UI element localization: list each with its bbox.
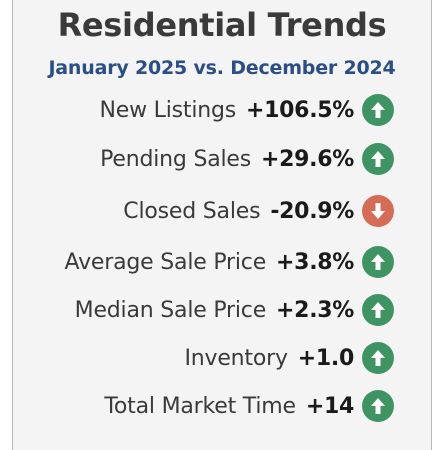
- metric-value: +106.5%: [246, 97, 354, 123]
- metric-label: Average Sale Price: [64, 249, 267, 275]
- arrow-up-icon: [362, 246, 394, 278]
- arrow-up-icon: [362, 94, 394, 126]
- metric-label: Total Market Time: [104, 393, 296, 419]
- metric-label: Closed Sales: [123, 198, 261, 224]
- metric-row-new-listings: New Listings +106.5%: [99, 90, 394, 130]
- residential-trends-panel: Residential Trends January 2025 vs. Dece…: [12, 0, 432, 450]
- metric-label: Inventory: [184, 345, 288, 371]
- metric-row-total-market-time: Total Market Time +14: [104, 386, 394, 426]
- metric-value: -20.9%: [270, 198, 354, 224]
- metric-row-closed-sales: Closed Sales -20.9%: [123, 191, 394, 231]
- metric-value: +2.3%: [276, 297, 354, 323]
- metric-label: Median Sale Price: [74, 297, 267, 323]
- metric-value: +14: [305, 393, 354, 419]
- metric-row-median-sale-price: Median Sale Price +2.3%: [75, 290, 394, 330]
- arrow-up-icon: [362, 390, 394, 422]
- metric-row-average-sale-price: Average Sale Price +3.8%: [65, 242, 394, 282]
- arrow-up-icon: [362, 342, 394, 374]
- metric-label: Pending Sales: [100, 146, 252, 172]
- metric-row-pending-sales: Pending Sales +29.6%: [100, 139, 394, 179]
- arrow-down-icon: [362, 195, 394, 227]
- panel-subtitle: January 2025 vs. December 2024: [48, 57, 396, 79]
- metric-row-inventory: Inventory +1.0: [184, 338, 394, 378]
- metric-value: +1.0: [297, 345, 355, 371]
- metric-value: +3.8%: [276, 249, 354, 275]
- arrow-up-icon: [362, 143, 394, 175]
- metric-label: New Listings: [99, 97, 237, 123]
- arrow-up-icon: [362, 294, 394, 326]
- panel-title: Residential Trends: [57, 6, 387, 44]
- metric-value: +29.6%: [261, 146, 354, 172]
